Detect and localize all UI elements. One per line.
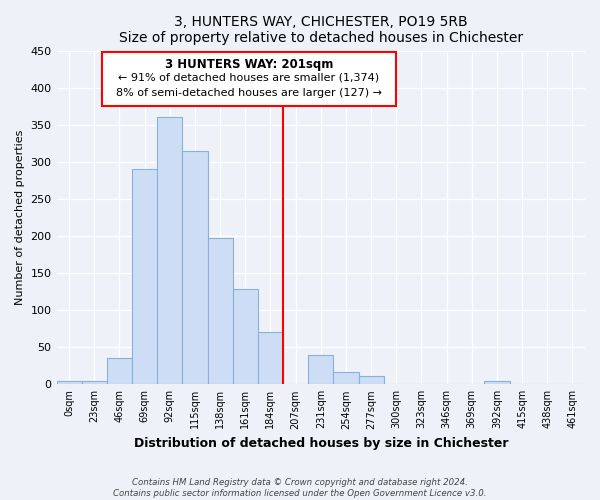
Bar — [107, 358, 132, 384]
Bar — [258, 332, 283, 384]
Bar — [157, 118, 182, 384]
Title: 3, HUNTERS WAY, CHICHESTER, PO19 5RB
Size of property relative to detached house: 3, HUNTERS WAY, CHICHESTER, PO19 5RB Siz… — [119, 15, 523, 45]
Bar — [308, 354, 334, 384]
Text: 3 HUNTERS WAY: 201sqm: 3 HUNTERS WAY: 201sqm — [165, 58, 333, 71]
Bar — [102, 52, 396, 106]
Bar — [132, 169, 157, 384]
Bar — [56, 380, 82, 384]
Text: ← 91% of detached houses are smaller (1,374): ← 91% of detached houses are smaller (1,… — [118, 73, 380, 83]
Text: 8% of semi-detached houses are larger (127) →: 8% of semi-detached houses are larger (1… — [116, 88, 382, 98]
Text: Contains HM Land Registry data © Crown copyright and database right 2024.
Contai: Contains HM Land Registry data © Crown c… — [113, 478, 487, 498]
X-axis label: Distribution of detached houses by size in Chichester: Distribution of detached houses by size … — [134, 437, 508, 450]
Bar — [182, 150, 208, 384]
Bar — [208, 238, 233, 384]
Bar — [484, 380, 509, 384]
Bar — [359, 376, 383, 384]
Bar — [334, 372, 359, 384]
Bar — [82, 380, 107, 384]
Y-axis label: Number of detached properties: Number of detached properties — [15, 130, 25, 305]
Bar — [233, 290, 258, 384]
